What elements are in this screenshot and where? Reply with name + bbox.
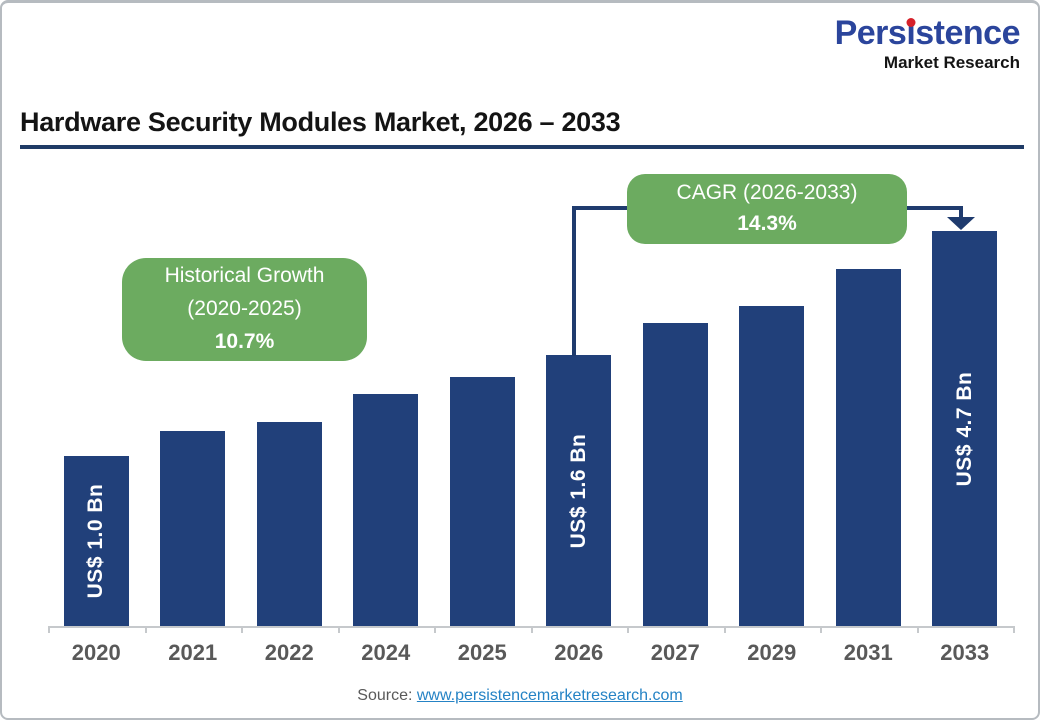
x-axis-tick	[723, 626, 726, 633]
x-axis-label-2020: 2020	[71, 640, 121, 665]
historical-growth-callout: Historical Growth (2020-2025) 10.7%	[122, 258, 367, 361]
historical-growth-value: 10.7%	[214, 330, 275, 353]
historical-growth-line1: Historical Growth	[164, 264, 325, 287]
x-axis-tick	[144, 626, 147, 633]
cagr-bracket-right-segment	[959, 206, 963, 218]
brand-name-pre: Pers	[834, 14, 907, 52]
brand-logo: Persistence Market Research	[834, 14, 1021, 72]
x-axis-label-2024: 2024	[361, 640, 411, 665]
x-axis-label-2031: 2031	[843, 640, 893, 665]
historical-growth-line2: (2020-2025)	[187, 297, 302, 320]
bar-2020: US$ 1.0 Bn	[63, 456, 129, 626]
brand-red-dot-i: i	[906, 14, 916, 52]
x-axis-label-2033: 2033	[940, 640, 990, 665]
x-axis-label-2022: 2022	[264, 640, 314, 665]
x-axis-label-2029: 2029	[747, 640, 797, 665]
brand-subtitle: Market Research	[883, 53, 1020, 72]
brand-name-post: stence	[915, 14, 1020, 52]
source-label: Source:	[357, 687, 413, 704]
x-axis-tick	[48, 626, 50, 633]
cagr-callout: CAGR (2026-2033) 14.3%	[627, 174, 907, 244]
bar-2027	[642, 323, 708, 626]
bar-2021	[160, 431, 226, 626]
x-axis-label-2021: 2021	[168, 640, 218, 665]
cagr-line1: CAGR (2026-2033)	[676, 181, 858, 204]
cagr-arrow-down-icon	[947, 217, 975, 230]
bar-value-label-2020: US$ 1.0 Bn	[84, 483, 108, 599]
x-axis-tick	[434, 626, 436, 633]
brand-name: Persistence	[834, 14, 1021, 52]
page-title: Hardware Security Modules Market, 2026 –…	[20, 107, 621, 137]
x-axis-label-2027: 2027	[650, 640, 700, 665]
x-axis-tick	[337, 626, 340, 633]
bar-2022	[256, 422, 322, 626]
source-note: Source: www.persistencemarketresearch.co…	[2, 687, 1038, 705]
bar-2024	[353, 394, 419, 626]
x-axis-tick	[1013, 626, 1015, 633]
bar-2029	[739, 306, 805, 626]
bar-2031	[835, 269, 901, 626]
x-axis-label-2026: 2026	[554, 640, 604, 665]
x-axis-tick	[530, 626, 533, 633]
cagr-bracket-left-segment	[572, 206, 576, 356]
bar-2025	[449, 377, 515, 626]
cagr-value: 14.3%	[737, 212, 797, 235]
bar-value-label-2033: US$ 4.7 Bn	[952, 371, 976, 486]
x-axis-tick	[627, 626, 629, 633]
title-underline	[20, 145, 1024, 149]
source-link[interactable]: www.persistencemarketresearch.com	[416, 687, 683, 704]
bar-2026: US$ 1.6 Bn	[546, 355, 612, 626]
x-axis-tick	[241, 626, 243, 633]
x-axis-tick	[916, 626, 919, 633]
bar-value-label-2026: US$ 1.6 Bn	[566, 433, 590, 548]
bar-2033: US$ 4.7 Bn	[932, 231, 998, 626]
x-axis-label-2025: 2025	[457, 640, 507, 665]
x-axis-tick	[820, 626, 822, 633]
